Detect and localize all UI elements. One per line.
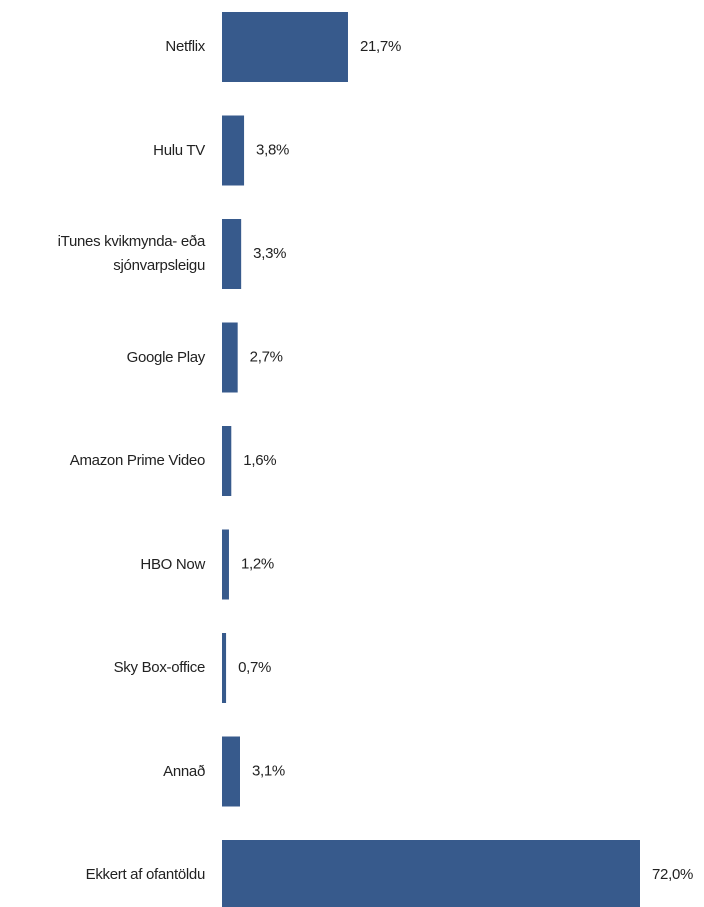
bar — [222, 219, 242, 289]
bar — [222, 633, 227, 703]
bar — [222, 322, 238, 393]
bar — [222, 426, 232, 496]
value-label: 1,2% — [241, 555, 274, 572]
bar — [222, 12, 348, 82]
category-label: Sky Box-office — [113, 659, 206, 676]
value-label: 3,3% — [253, 245, 286, 262]
value-label: 0,7% — [238, 659, 271, 676]
value-label: 3,1% — [252, 762, 285, 779]
value-label: 3,8% — [256, 141, 289, 158]
category-label: Amazon Prime Video — [69, 452, 206, 469]
bar — [222, 529, 229, 600]
category-label: Hulu TV — [153, 141, 205, 159]
category-label: Ekkert af ofantöldu — [85, 866, 206, 883]
value-label: 1,6% — [243, 452, 276, 469]
value-label: 2,7% — [250, 348, 283, 365]
value-label: 21,7% — [360, 38, 401, 55]
category-label: iTunes kvikmynda- eða sjónvarpsleigu — [57, 233, 206, 274]
bar — [222, 115, 245, 186]
value-label: 72,0% — [652, 866, 693, 883]
category-label: Google Play — [126, 348, 206, 366]
category-label: HBO Now — [140, 555, 205, 573]
bar — [222, 736, 240, 807]
bar — [222, 840, 640, 907]
category-label: Annað — [163, 762, 205, 780]
category-label: Netflix — [165, 38, 205, 55]
